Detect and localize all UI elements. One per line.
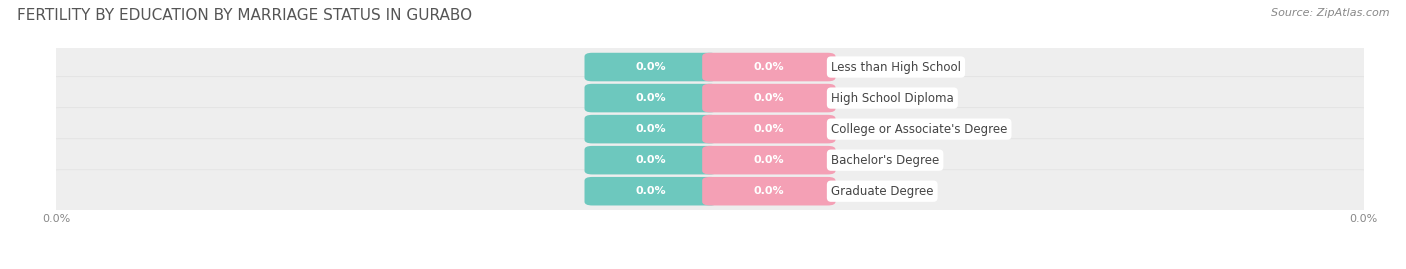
Text: 0.0%: 0.0% <box>754 155 785 165</box>
Text: High School Diploma: High School Diploma <box>831 91 953 105</box>
FancyBboxPatch shape <box>585 84 718 112</box>
FancyBboxPatch shape <box>585 146 718 174</box>
Text: Bachelor's Degree: Bachelor's Degree <box>831 154 939 167</box>
Text: 0.0%: 0.0% <box>754 93 785 103</box>
Text: 0.0%: 0.0% <box>754 62 785 72</box>
Text: Less than High School: Less than High School <box>831 61 960 73</box>
FancyBboxPatch shape <box>585 177 718 206</box>
Text: Source: ZipAtlas.com: Source: ZipAtlas.com <box>1271 8 1389 18</box>
Text: 0.0%: 0.0% <box>636 62 666 72</box>
FancyBboxPatch shape <box>44 108 1376 151</box>
Text: FERTILITY BY EDUCATION BY MARRIAGE STATUS IN GURABO: FERTILITY BY EDUCATION BY MARRIAGE STATU… <box>17 8 472 23</box>
FancyBboxPatch shape <box>44 170 1376 213</box>
FancyBboxPatch shape <box>702 84 835 112</box>
FancyBboxPatch shape <box>44 77 1376 119</box>
Text: 0.0%: 0.0% <box>754 124 785 134</box>
Text: Graduate Degree: Graduate Degree <box>831 185 934 198</box>
Text: College or Associate's Degree: College or Associate's Degree <box>831 123 1007 136</box>
FancyBboxPatch shape <box>585 115 718 143</box>
Text: 0.0%: 0.0% <box>754 186 785 196</box>
Text: 0.0%: 0.0% <box>636 155 666 165</box>
Text: 0.0%: 0.0% <box>636 124 666 134</box>
FancyBboxPatch shape <box>44 139 1376 182</box>
FancyBboxPatch shape <box>585 53 718 81</box>
FancyBboxPatch shape <box>44 46 1376 89</box>
FancyBboxPatch shape <box>702 146 835 174</box>
Text: 0.0%: 0.0% <box>636 186 666 196</box>
Text: 0.0%: 0.0% <box>636 93 666 103</box>
FancyBboxPatch shape <box>702 115 835 143</box>
FancyBboxPatch shape <box>702 177 835 206</box>
FancyBboxPatch shape <box>702 53 835 81</box>
